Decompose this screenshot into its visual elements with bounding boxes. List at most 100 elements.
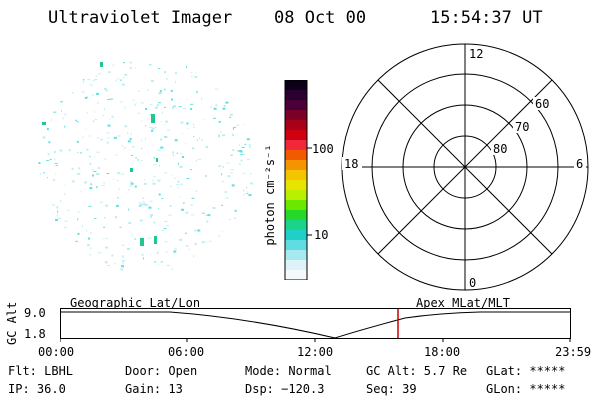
- ip-info: IP: 36.0: [8, 382, 66, 396]
- imager-speckle: [246, 191, 248, 193]
- altitude-curve: [61, 311, 570, 339]
- imager-speckle: [82, 79, 85, 81]
- colorbar-swatch: [285, 140, 307, 151]
- imager-speckle: [176, 184, 180, 186]
- imager-speckle: [149, 200, 153, 202]
- dsp-info: Dsp: −120.3: [245, 382, 325, 396]
- imager-speckle: [103, 182, 106, 184]
- imager-speckle: [222, 107, 226, 110]
- imager-speckle: [134, 67, 136, 69]
- imager-speckle: [85, 128, 87, 130]
- imager-speckle: [163, 227, 167, 229]
- glon-info: GLon: *****: [486, 382, 566, 396]
- imager-speckle: [129, 67, 132, 70]
- imager-speckle: [147, 89, 149, 91]
- imager-speckle: [213, 107, 217, 110]
- imager-speckle: [101, 185, 105, 186]
- imager-speckle: [157, 103, 159, 106]
- imager-speckle: [186, 65, 188, 68]
- imager-speckle: [185, 211, 189, 214]
- imager-speckle: [55, 173, 57, 175]
- imager-speckle: [140, 160, 143, 162]
- imager-speckle: [130, 155, 133, 156]
- imager-speckle: [120, 101, 124, 103]
- colorbar-swatch: [285, 90, 307, 101]
- imager-speckle: [243, 124, 245, 126]
- imager-speckle: [198, 137, 200, 140]
- imager-speckle: [206, 146, 208, 148]
- colorbar-swatch: [285, 170, 307, 181]
- imager-speckle: [96, 92, 99, 95]
- imager-speckle: [116, 180, 119, 182]
- imager-speckle: [160, 146, 164, 149]
- imager-speckle: [205, 214, 208, 216]
- imager-speckle: [158, 263, 160, 265]
- imager-speckle: [157, 234, 159, 236]
- imager-speckle: [131, 233, 133, 236]
- imager-speckle: [68, 149, 71, 152]
- imager-speckle: [38, 162, 41, 164]
- imager-speckle: [140, 236, 142, 239]
- imager-speckle: [80, 190, 82, 192]
- polar-label-12: 12: [469, 47, 483, 61]
- imager-speckle: [96, 151, 100, 153]
- imager-speckle: [195, 190, 198, 192]
- imager-speckle: [152, 182, 156, 185]
- imager-speckle: [167, 129, 171, 131]
- imager-speckle: [224, 190, 227, 193]
- imager-speckle: [164, 88, 166, 91]
- imager-speckle: [193, 126, 195, 128]
- imager-speckle: [104, 217, 106, 219]
- imager-speckle: [92, 174, 94, 177]
- imager-speckle: [184, 232, 187, 234]
- imager-speckle: [103, 226, 106, 228]
- imager-speckle: [85, 229, 87, 232]
- imager-speckle: [128, 222, 132, 224]
- imager-speckle: [240, 159, 243, 162]
- imager-speckle: [154, 261, 157, 263]
- seq-info: Seq: 39: [366, 382, 417, 396]
- imager-speckle: [151, 129, 154, 132]
- imager-speckle: [180, 121, 184, 124]
- imager-speckle: [218, 135, 220, 138]
- imager-speckle: [64, 113, 66, 115]
- imager-speckle: [249, 145, 251, 148]
- imager-speckle: [115, 154, 118, 156]
- imager-speckle: [128, 208, 130, 211]
- imager-speckle: [61, 110, 62, 112]
- imager-speckle: [99, 201, 103, 203]
- imager-speckle: [114, 262, 116, 265]
- imager-speckle: [201, 241, 205, 244]
- imager-speckle: [87, 79, 91, 81]
- imager-speckle: [77, 232, 80, 235]
- imager-bright-spot: [42, 122, 46, 125]
- imager-speckle: [172, 151, 174, 154]
- imager-speckle: [138, 202, 142, 204]
- imager-speckle: [90, 232, 93, 234]
- imager-speckle: [107, 137, 110, 139]
- imager-speckle: [89, 187, 93, 190]
- imager-speckle: [249, 182, 253, 185]
- imager-speckle: [166, 78, 168, 80]
- imager-speckle: [175, 80, 177, 83]
- imager-speckle: [219, 131, 222, 133]
- imager-speckle: [177, 180, 180, 183]
- imager-speckle: [180, 153, 183, 155]
- imager-speckle: [60, 101, 64, 103]
- imager-speckle: [196, 91, 198, 94]
- imager-speckle: [144, 137, 146, 140]
- imager-speckle: [239, 150, 243, 153]
- imager-speckle: [173, 177, 176, 179]
- colorbar-swatch: [285, 270, 307, 280]
- imager-speckle: [204, 147, 206, 149]
- imager-speckle: [201, 98, 203, 100]
- imager-speckle: [94, 111, 96, 113]
- imager-speckle: [129, 61, 132, 64]
- imager-speckle: [158, 208, 160, 210]
- timeline-y-max: 9.0: [24, 306, 46, 320]
- imager-speckle: [158, 92, 162, 94]
- imager-speckle: [179, 238, 182, 241]
- imager-speckle: [197, 229, 201, 232]
- label-bg-12: [467, 47, 489, 60]
- imager-speckle: [190, 169, 193, 171]
